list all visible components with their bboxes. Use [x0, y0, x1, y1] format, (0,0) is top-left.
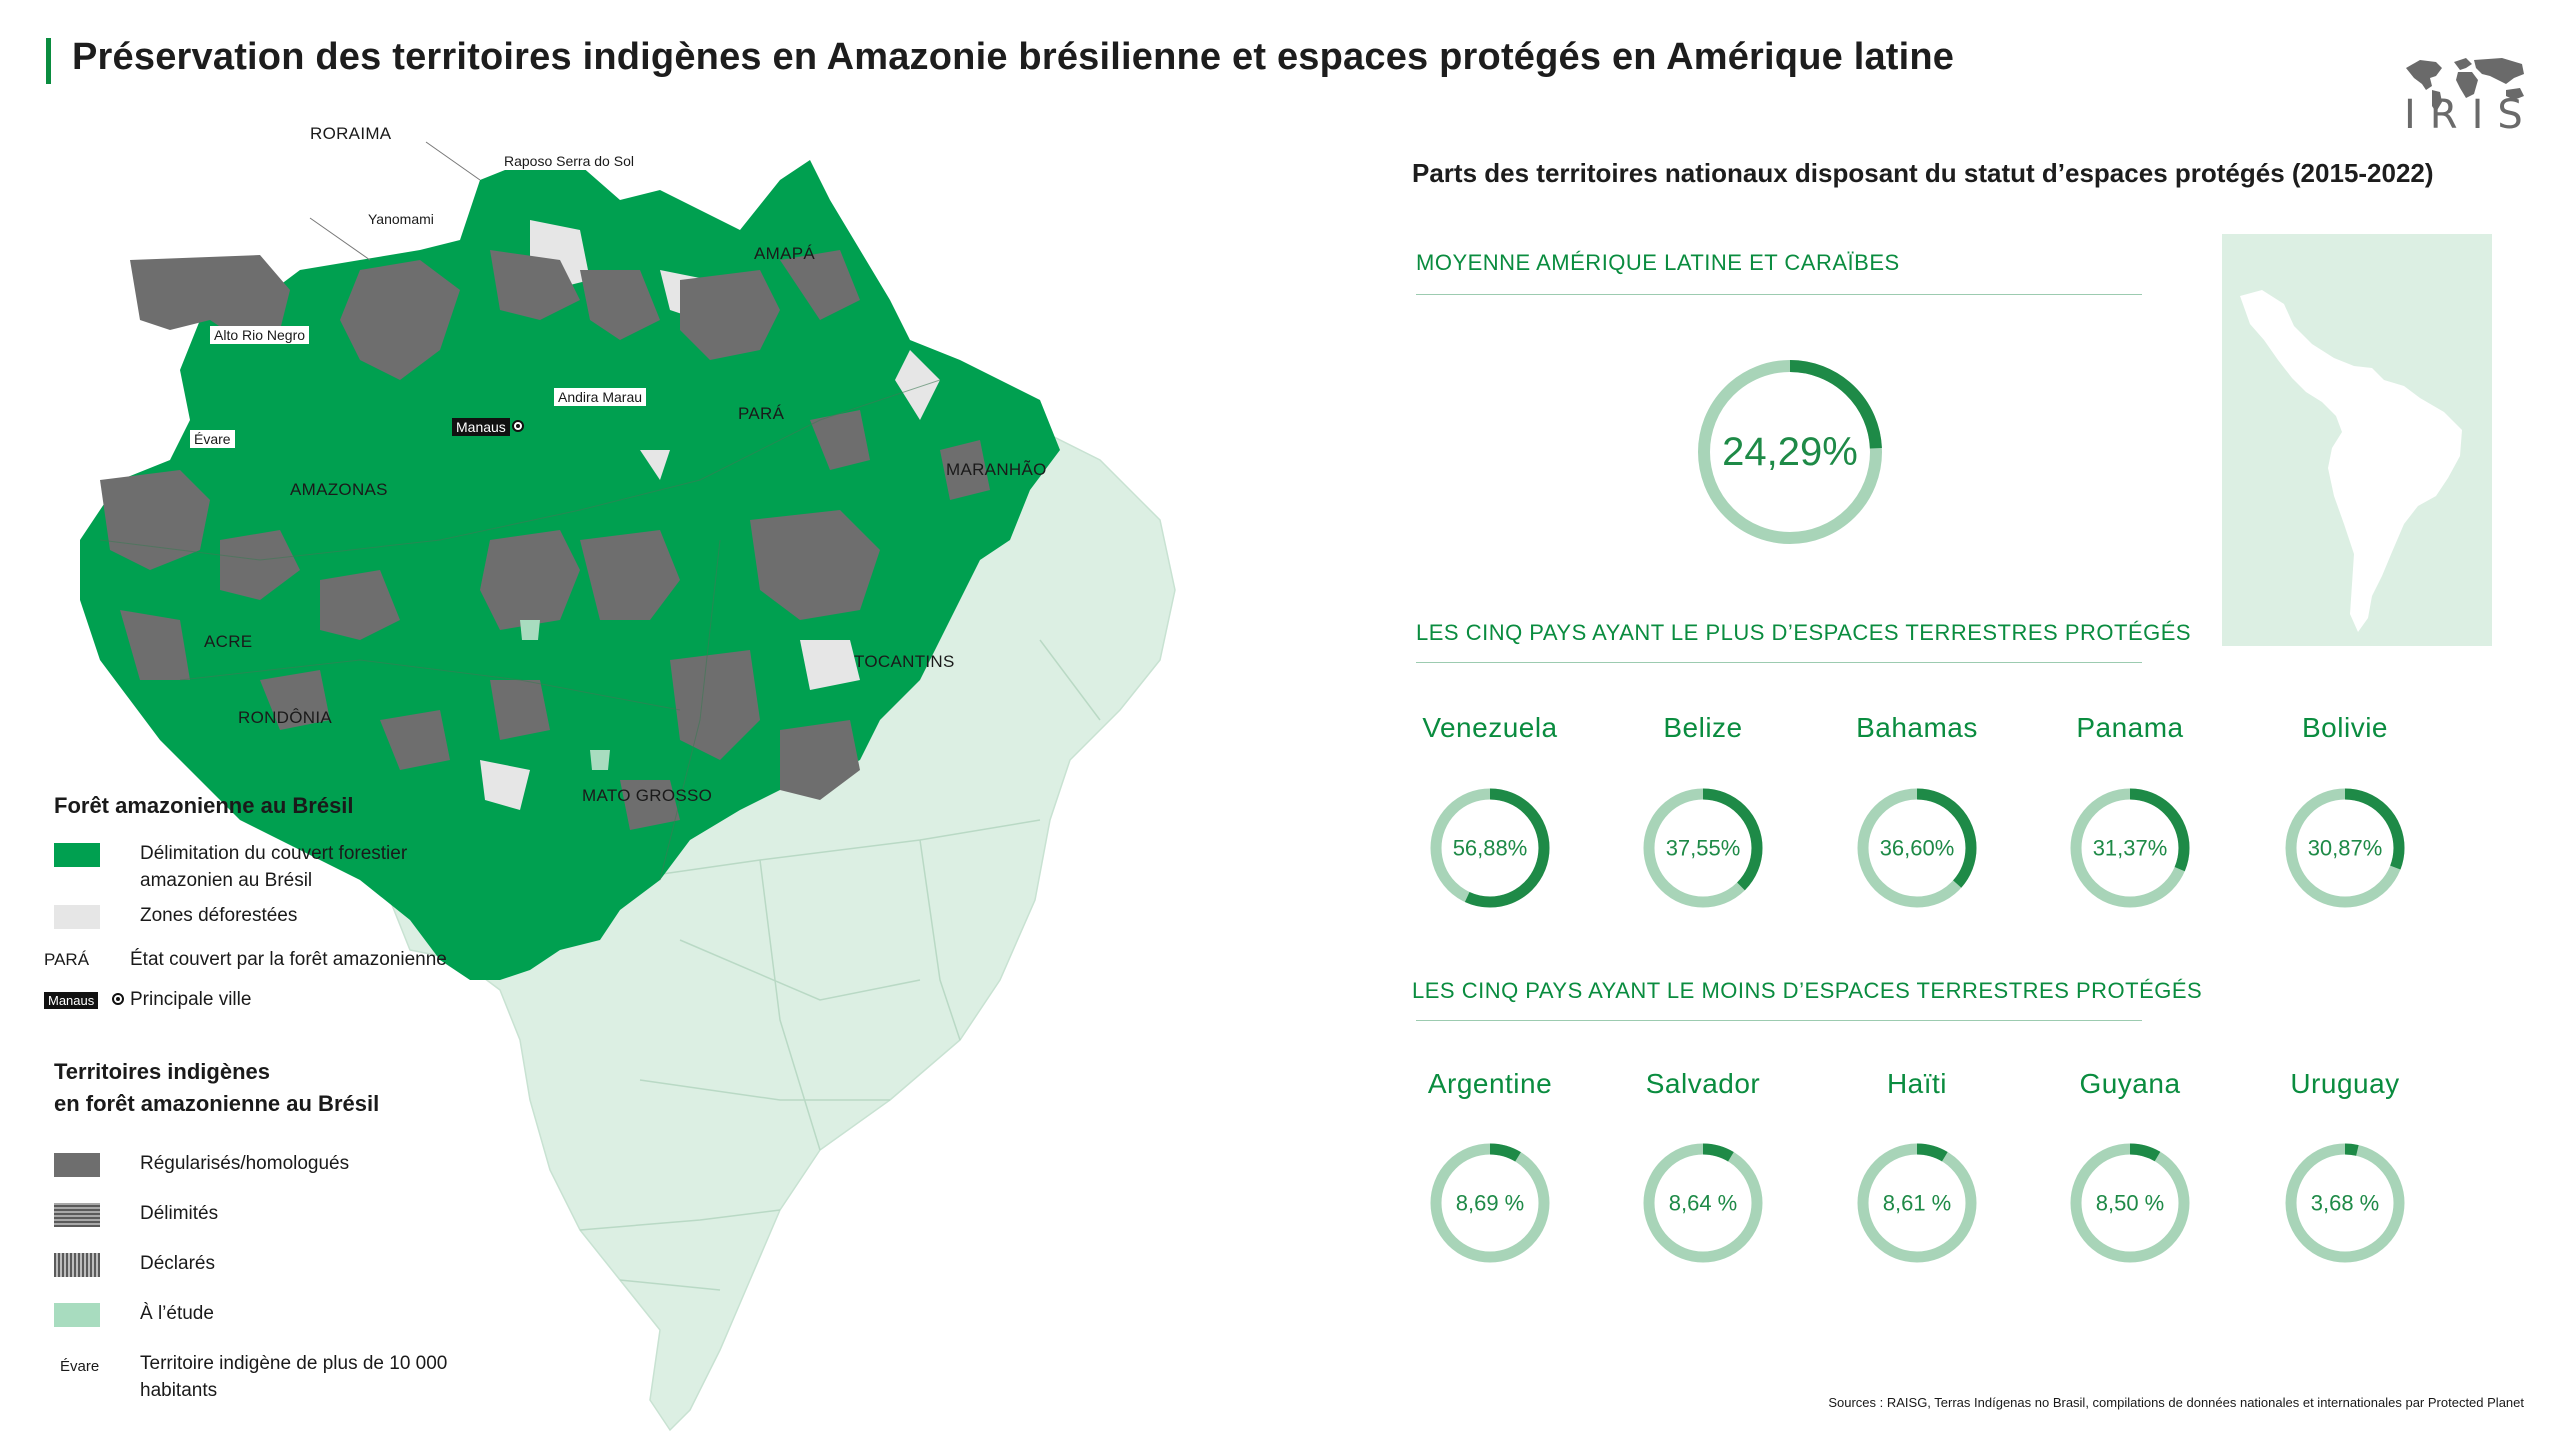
top-bolivie-country-label: Bolivie: [2302, 712, 2388, 743]
top-bolivie-donut-value-arc: [2285, 788, 2405, 908]
amazon-map: [80, 141, 1176, 1432]
legend-forest-title: Forêt amazonienne au Brésil: [54, 793, 354, 818]
bottom-argentine-donut-value-arc: [1430, 1143, 1550, 1263]
bottom-guyana-donut: 8,50 %: [2070, 1143, 2190, 1263]
logo-text: IRIS: [2404, 92, 2537, 138]
bottom-guyana-country-label: Guyana: [2079, 1068, 2181, 1099]
bottom-salvador-country-label: Salvador: [1645, 1068, 1761, 1099]
legend-item-state: PARÁ État couvert par la forêt amazonien…: [44, 949, 447, 970]
city-tag-manaus: Manaus: [452, 418, 510, 436]
bottom-uruguay-donut-label: 3,68 %: [2311, 1191, 2380, 1216]
city-dot-icon: [512, 420, 524, 432]
legend-city-tag: Manaus: [44, 992, 99, 1009]
top-venezuela-donut-value-arc: [1430, 788, 1550, 908]
latin-america-mini-map: [2222, 234, 2492, 646]
bottom-guyana-donut-label: 8,50 %: [2096, 1191, 2165, 1216]
title-accent-bar: [46, 38, 51, 84]
legend-item-forest: Délimitation du couvert forestier amazon…: [54, 840, 480, 894]
state-label-rondonia: RONDÔNIA: [238, 708, 333, 727]
section-title-top: LES CINQ PAYS AYANT LE PLUS D’ESPACES TE…: [1416, 620, 2192, 645]
average-donut-value-arc: [1698, 360, 1882, 544]
legend-swatch-a-l-etude: [54, 1303, 100, 1327]
top-bolivie-donut-label: 30,87%: [2308, 836, 2383, 861]
bottom-haïti-country-label: Haïti: [1886, 1068, 1948, 1099]
top-panama-donut: 31,37%: [2070, 788, 2190, 908]
territory-tag-yanomami: Yanomami: [364, 210, 438, 228]
top-bahamas-country-label: Bahamas: [1856, 712, 1978, 743]
territory-tag-andira-marau: Andira Marau: [554, 388, 647, 406]
top-venezuela-donut: 56,88%: [1430, 788, 1550, 908]
top-bahamas-donut-value-arc: [1857, 788, 1977, 908]
legend-swatch-forest: [54, 843, 100, 867]
page-title: Préservation des territoires indigènes e…: [72, 36, 1955, 78]
world-map-icon: [2406, 58, 2524, 112]
legend-item-regularises: Régularisés/homologués: [54, 1150, 480, 1177]
state-label-amazonas: AMAZONAS: [290, 480, 388, 499]
section-rule: [1416, 294, 2142, 295]
territory-tag-evare: Évare: [190, 430, 235, 448]
legend-swatch-declares: [54, 1253, 100, 1277]
section-title-average: MOYENNE AMÉRIQUE LATINE ET CARAÏBES: [1416, 250, 1900, 275]
top-belize-donut-label: 37,55%: [1666, 836, 1741, 861]
section-rule: [1416, 662, 2142, 663]
legend-item-declares: Déclarés: [54, 1250, 480, 1277]
state-label-roraima: RORAIMA: [310, 124, 392, 143]
legend-indigenous-title-2: en forêt amazonienne au Brésil: [54, 1091, 380, 1116]
top-bolivie-donut: 30,87%: [2285, 788, 2405, 908]
bottom-uruguay-donut-value-arc: [2285, 1143, 2405, 1263]
territory-tag-raposo: Raposo Serra do Sol: [500, 152, 638, 170]
state-label-tocantins: TOCANTINS: [854, 652, 955, 671]
bottom-uruguay-country-label: Uruguay: [2290, 1068, 2400, 1099]
legend-indigenous-title-1: Territoires indigènes: [54, 1059, 270, 1084]
legend-item-city: Manaus Principale ville: [44, 986, 470, 1013]
legend-swatch-delimites: [54, 1203, 100, 1227]
bottom-guyana-donut-value-arc: [2070, 1143, 2190, 1263]
top-bahamas-donut-label: 36,60%: [1880, 836, 1955, 861]
legend-item-a-l-etude: À l’étude: [54, 1300, 480, 1327]
top-belize-country-label: Belize: [1663, 712, 1743, 743]
legend-item-deforested: Zones déforestées: [54, 902, 480, 929]
top-venezuela-country-label: Venezuela: [1422, 712, 1558, 743]
bottom-argentine-donut-label: 8,69 %: [1456, 1191, 1525, 1216]
bottom-salvador-donut-value-arc: [1643, 1143, 1763, 1263]
top-belize-donut-value-arc: [1643, 788, 1763, 908]
state-label-acre: ACRE: [204, 632, 253, 651]
territory-tag-alto-rio-negro: Alto Rio Negro: [210, 326, 310, 344]
bottom-argentine-donut: 8,69 %: [1430, 1143, 1550, 1263]
top-bahamas-donut: 36,60%: [1857, 788, 1977, 908]
average-donut: 24,29%: [1698, 360, 1882, 544]
state-label-para: PARÁ: [738, 404, 785, 423]
state-label-maranhao: MARANHÃO: [946, 460, 1047, 479]
top-panama-country-label: Panama: [2076, 712, 2184, 743]
legend-swatch-deforested: [54, 905, 100, 929]
latin-america-map-icon: [2240, 290, 2462, 632]
top-panama-donut-label: 31,37%: [2093, 836, 2168, 861]
legend-item-delimites: Délimités: [54, 1200, 480, 1227]
bottom-haïti-donut-label: 8,61 %: [1883, 1191, 1952, 1216]
bottom-haïti-donut-value-arc: [1857, 1143, 1977, 1263]
bottom-haïti-donut: 8,61 %: [1857, 1143, 1977, 1263]
city-dot-icon: [112, 993, 124, 1005]
section-title-bottom: LES CINQ PAYS AYANT LE MOINS D’ESPACES T…: [1412, 978, 2203, 1003]
section-rule: [1416, 1020, 2142, 1021]
legend-swatch-regularises: [54, 1153, 100, 1177]
state-label-amapa: AMAPÁ: [754, 244, 816, 263]
bottom-argentine-country-label: Argentine: [1427, 1068, 1553, 1099]
state-label-mato-grosso: MATO GROSSO: [582, 786, 713, 805]
bottom-salvador-donut: 8,64 %: [1643, 1143, 1763, 1263]
bottom-uruguay-donut: 3,68 %: [2285, 1143, 2405, 1263]
legend-item-territory-name: Évare Territoire indigène de plus de 10 …: [60, 1353, 448, 1401]
chart-title: Parts des territoires nationaux disposan…: [1412, 158, 2434, 188]
top-belize-donut: 37,55%: [1643, 788, 1763, 908]
top-venezuela-donut-label: 56,88%: [1453, 836, 1528, 861]
sources-note: Sources : RAISG, Terras Indígenas no Bra…: [1828, 1395, 2524, 1410]
bottom-salvador-donut-label: 8,64 %: [1669, 1191, 1738, 1216]
average-donut-label: 24,29%: [1722, 430, 1858, 474]
top-panama-donut-value-arc: [2070, 788, 2190, 908]
